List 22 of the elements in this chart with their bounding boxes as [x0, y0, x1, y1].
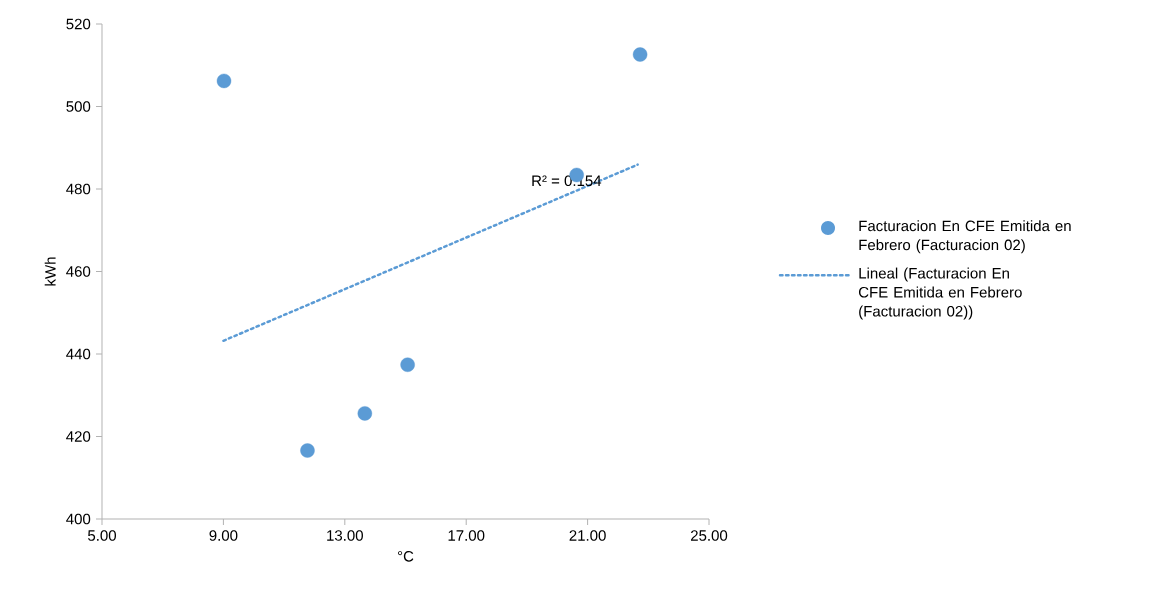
point: [632, 47, 648, 62]
y-tick-label: 520: [66, 18, 91, 30]
y-axis-title: kWh: [44, 257, 56, 286]
x-tick-label: 13.00: [327, 530, 363, 541]
x-tick-label: 25.00: [690, 530, 728, 541]
point: [216, 73, 232, 89]
point: [300, 443, 315, 458]
y-tick-label: 400: [66, 513, 91, 525]
x-tick-label: 9.00: [209, 530, 238, 541]
y-tick-label: 480: [66, 183, 91, 195]
legend-label: Facturacion En CFE Emitida en Febrero (Facturacion 02): [859, 220, 1071, 254]
x-tick-label: 17.00: [448, 530, 485, 541]
x-tick-label: 5.00: [88, 530, 116, 541]
x-tick-label: 21.00: [569, 530, 606, 541]
y-tick-label: 500: [66, 101, 91, 112]
y-tick-label: 460: [66, 266, 91, 277]
point: [400, 357, 415, 372]
x-axis-title: °C: [397, 551, 414, 562]
legend-label: Lineal (Facturacion En CFE Emitida en Febrero (Facturacion 02)): [858, 267, 1022, 320]
point: [357, 406, 373, 421]
y-tick-label: 440: [66, 348, 91, 360]
y-tick-label: 420: [66, 431, 91, 442]
